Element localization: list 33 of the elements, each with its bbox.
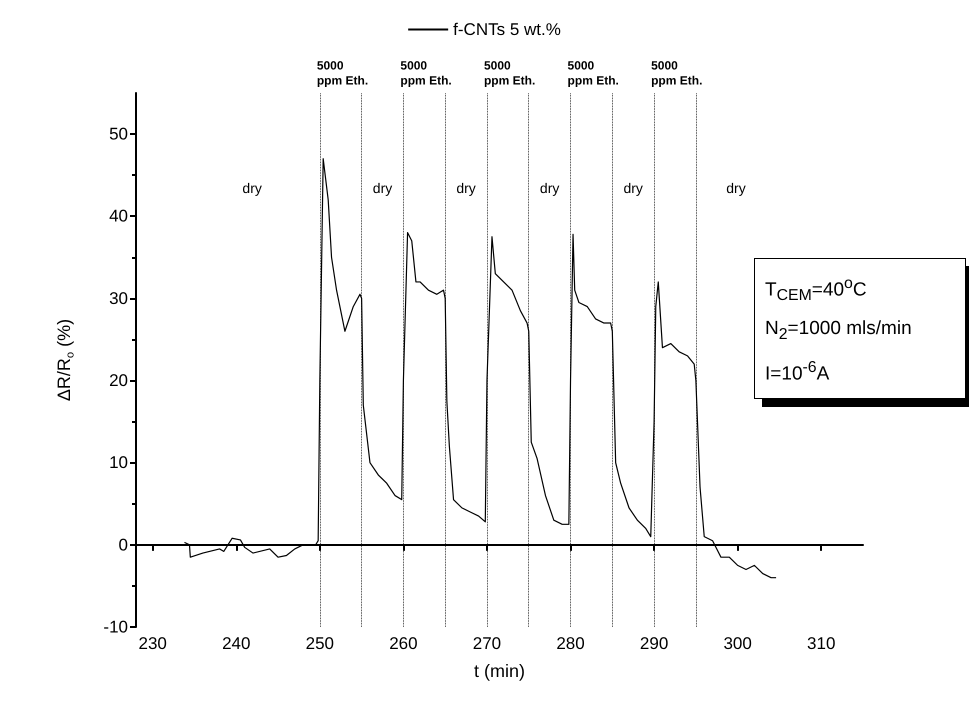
annotation: T$_{CEM}$=40$^{o}$C — [765, 274, 868, 306]
ref-line-label: 5000 ppm Eth. — [316, 58, 368, 88]
annotation: dry — [726, 180, 746, 196]
y-tick-label: 40 — [109, 206, 128, 226]
annotation: I=10$^{-6}$A — [765, 358, 830, 386]
ref-line-label: 5000 ppm Eth. — [568, 58, 619, 88]
ref-line-label: 5000 ppm Eth. — [484, 58, 536, 88]
y-tick-label: 0 — [118, 535, 128, 554]
x-tick-label: 250 — [306, 634, 334, 653]
x-tick-label: 310 — [807, 634, 836, 653]
y-tick-label: 50 — [109, 124, 128, 144]
annotation: N$_{2}$=1000 mls/min — [765, 317, 913, 345]
x-tick-label: 300 — [723, 634, 752, 653]
y-tick-label: 20 — [109, 371, 128, 390]
ref-line-label: 5000 ppm Eth. — [651, 58, 702, 88]
y-axis-title: ΔR/Ro (%) — [54, 318, 76, 402]
x-tick-label: 230 — [138, 634, 167, 653]
x-axis-title: t (min) — [474, 661, 525, 681]
annotation: dry — [540, 180, 560, 196]
y-tick-label: 10 — [109, 453, 128, 472]
annotation: dry — [372, 180, 392, 196]
annotation: dry — [456, 180, 476, 196]
x-tick-label: 240 — [222, 634, 250, 653]
x-tick-label: 280 — [556, 634, 585, 653]
annotation: dry — [623, 180, 643, 196]
ref-line-label: 5000 ppm Eth. — [400, 58, 452, 88]
y-tick-label: 30 — [109, 288, 128, 308]
x-tick-label: 290 — [640, 634, 668, 653]
legend-label: f-CNTs 5 wt.% — [453, 20, 561, 39]
x-tick-label: 270 — [472, 634, 502, 653]
y-tick-label: -10 — [103, 618, 128, 636]
annotation: dry — [242, 180, 262, 196]
x-tick-label: 260 — [389, 634, 418, 653]
